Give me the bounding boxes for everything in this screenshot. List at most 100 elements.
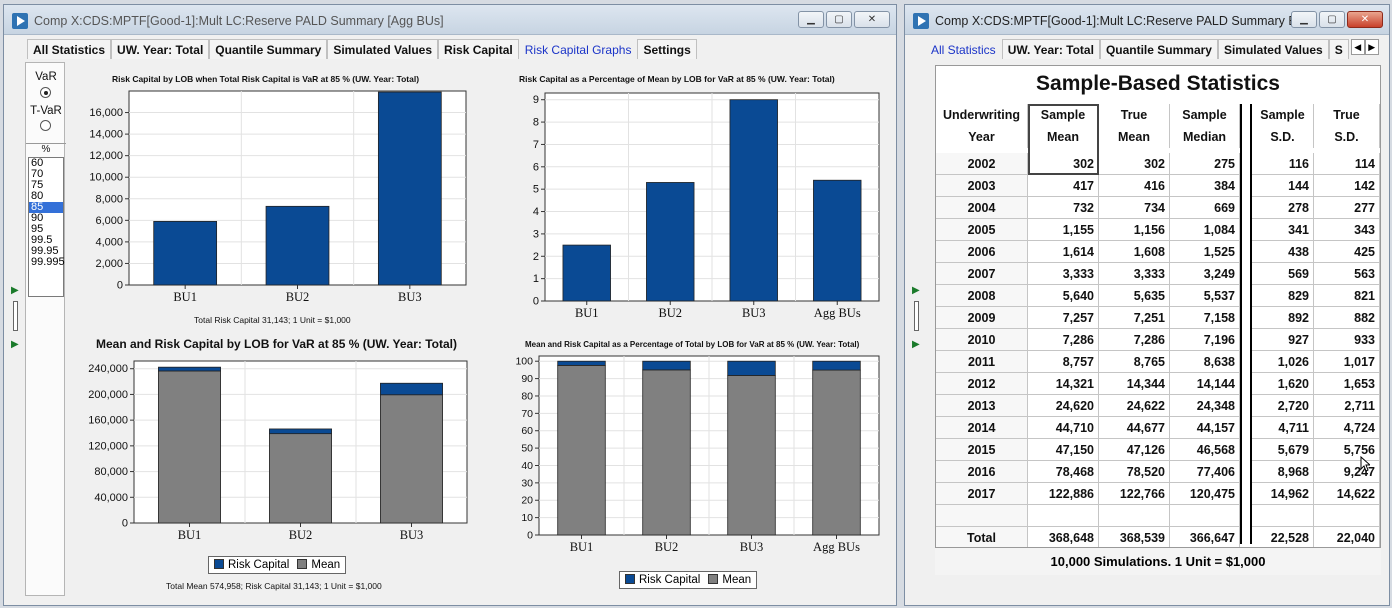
value-cell[interactable]: 933 bbox=[1314, 329, 1380, 351]
value-cell[interactable]: 8,757 bbox=[1028, 351, 1099, 373]
tab-risk-capital[interactable]: Risk Capital bbox=[438, 39, 519, 59]
value-cell[interactable]: 8,638 bbox=[1170, 351, 1240, 373]
value-cell[interactable] bbox=[1170, 505, 1240, 527]
value-cell[interactable]: 8,765 bbox=[1099, 351, 1170, 373]
value-cell[interactable]: 7,158 bbox=[1170, 307, 1240, 329]
value-cell[interactable] bbox=[1028, 505, 1099, 527]
value-cell[interactable]: 14,344 bbox=[1099, 373, 1170, 395]
minimize-button[interactable]: ▁ bbox=[1291, 11, 1317, 28]
percent-option[interactable]: 99.5 bbox=[31, 234, 53, 246]
percent-option[interactable]: 75 bbox=[31, 179, 44, 191]
value-cell[interactable]: 821 bbox=[1314, 285, 1380, 307]
maximize-button[interactable]: ▢ bbox=[1319, 11, 1345, 28]
value-cell[interactable]: 425 bbox=[1314, 241, 1380, 263]
tab-simulated-values[interactable]: Simulated Values bbox=[327, 39, 439, 59]
value-cell[interactable]: 278 bbox=[1252, 197, 1314, 219]
title-bar[interactable]: Comp X:CDS:MPTF[Good-1]:Mult LC:Reserve … bbox=[4, 5, 896, 35]
value-cell[interactable]: 1,525 bbox=[1170, 241, 1240, 263]
value-cell[interactable]: 5,537 bbox=[1170, 285, 1240, 307]
value-cell[interactable]: 1,084 bbox=[1170, 219, 1240, 241]
value-cell[interactable]: 1,608 bbox=[1099, 241, 1170, 263]
value-cell[interactable]: 438 bbox=[1252, 241, 1314, 263]
year-cell[interactable]: 2012 bbox=[936, 373, 1028, 395]
percent-option[interactable]: 80 bbox=[31, 190, 44, 202]
value-cell[interactable]: 120,475 bbox=[1170, 483, 1240, 505]
expand-right-icon[interactable]: ▶ bbox=[11, 339, 19, 350]
percent-option[interactable]: 95 bbox=[31, 223, 44, 235]
value-cell[interactable]: 1,620 bbox=[1252, 373, 1314, 395]
value-cell[interactable]: 14,622 bbox=[1314, 483, 1380, 505]
tab-quantile-summary[interactable]: Quantile Summary bbox=[1099, 39, 1218, 59]
value-cell[interactable]: 46,568 bbox=[1170, 439, 1240, 461]
var-radio[interactable] bbox=[40, 87, 51, 98]
tab-scroll-left-icon[interactable]: ◀ bbox=[1350, 39, 1365, 55]
value-cell[interactable]: 14,321 bbox=[1028, 373, 1099, 395]
value-cell[interactable]: 7,196 bbox=[1170, 329, 1240, 351]
percent-option[interactable]: 85 bbox=[29, 202, 63, 213]
close-button[interactable]: ✕ bbox=[1347, 11, 1383, 28]
value-cell[interactable]: 669 bbox=[1170, 197, 1240, 219]
value-cell[interactable]: 8,968 bbox=[1252, 461, 1314, 483]
value-cell[interactable]: 122,766 bbox=[1099, 483, 1170, 505]
value-cell[interactable]: 368,539 bbox=[1099, 527, 1170, 549]
value-cell[interactable]: 3,333 bbox=[1099, 263, 1170, 285]
value-cell[interactable]: 1,614 bbox=[1028, 241, 1099, 263]
value-cell[interactable]: 24,620 bbox=[1028, 395, 1099, 417]
value-cell[interactable]: 24,622 bbox=[1099, 395, 1170, 417]
value-cell[interactable]: 417 bbox=[1028, 175, 1099, 197]
tvar-radio[interactable] bbox=[40, 120, 51, 131]
value-cell[interactable]: 142 bbox=[1314, 175, 1380, 197]
percent-option[interactable]: 99.995 bbox=[31, 256, 65, 268]
year-cell[interactable]: 2004 bbox=[936, 197, 1028, 219]
expand-right-icon[interactable]: ▶ bbox=[912, 339, 920, 350]
value-cell[interactable] bbox=[1314, 505, 1380, 527]
year-cell[interactable]: 2005 bbox=[936, 219, 1028, 241]
value-cell[interactable]: 116 bbox=[1252, 153, 1314, 175]
splitter-handle[interactable] bbox=[13, 301, 18, 331]
value-cell[interactable]: 1,026 bbox=[1252, 351, 1314, 373]
year-cell[interactable]: 2007 bbox=[936, 263, 1028, 285]
value-cell[interactable]: 14,144 bbox=[1170, 373, 1240, 395]
year-cell[interactable]: 2011 bbox=[936, 351, 1028, 373]
value-cell[interactable]: 927 bbox=[1252, 329, 1314, 351]
expand-right-icon[interactable]: ▶ bbox=[912, 285, 920, 296]
value-cell[interactable]: 2,720 bbox=[1252, 395, 1314, 417]
year-cell[interactable]: 2016 bbox=[936, 461, 1028, 483]
value-cell[interactable]: 114 bbox=[1314, 153, 1380, 175]
value-cell[interactable]: 416 bbox=[1099, 175, 1170, 197]
value-cell[interactable]: 5,635 bbox=[1099, 285, 1170, 307]
year-cell[interactable]: 2013 bbox=[936, 395, 1028, 417]
value-cell[interactable]: 882 bbox=[1314, 307, 1380, 329]
value-cell[interactable]: 569 bbox=[1252, 263, 1314, 285]
year-cell[interactable]: 2008 bbox=[936, 285, 1028, 307]
tab-truncated[interactable]: S bbox=[1328, 39, 1349, 59]
value-cell[interactable]: 734 bbox=[1099, 197, 1170, 219]
value-cell[interactable]: 9,247 bbox=[1314, 461, 1380, 483]
value-cell[interactable] bbox=[1252, 505, 1314, 527]
tab-uw-year-total[interactable]: UW. Year: Total bbox=[111, 39, 210, 59]
percent-option[interactable]: 90 bbox=[31, 212, 44, 224]
tab-all-statistics[interactable]: All Statistics bbox=[931, 43, 996, 57]
tab-quantile-summary[interactable]: Quantile Summary bbox=[209, 39, 328, 59]
percent-option[interactable]: 60 bbox=[31, 157, 44, 169]
value-cell[interactable]: 7,286 bbox=[1099, 329, 1170, 351]
value-cell[interactable]: 1,156 bbox=[1099, 219, 1170, 241]
value-cell[interactable]: 24,348 bbox=[1170, 395, 1240, 417]
splitter-handle[interactable] bbox=[914, 301, 919, 331]
tab-settings[interactable]: Settings bbox=[637, 39, 697, 59]
value-cell[interactable]: 78,520 bbox=[1099, 461, 1170, 483]
tab-scroll-right-icon[interactable]: ▶ bbox=[1364, 39, 1379, 55]
year-cell[interactable]: 2015 bbox=[936, 439, 1028, 461]
year-cell[interactable]: 2010 bbox=[936, 329, 1028, 351]
value-cell[interactable]: 384 bbox=[1170, 175, 1240, 197]
value-cell[interactable]: 5,756 bbox=[1314, 439, 1380, 461]
value-cell[interactable]: 732 bbox=[1028, 197, 1099, 219]
value-cell[interactable]: 5,640 bbox=[1028, 285, 1099, 307]
value-cell[interactable]: 277 bbox=[1314, 197, 1380, 219]
value-cell[interactable]: 3,333 bbox=[1028, 263, 1099, 285]
maximize-button[interactable]: ▢ bbox=[826, 11, 852, 28]
value-cell[interactable]: 2,711 bbox=[1314, 395, 1380, 417]
value-cell[interactable]: 366,647 bbox=[1170, 527, 1240, 549]
value-cell[interactable]: 4,724 bbox=[1314, 417, 1380, 439]
value-cell[interactable]: 275 bbox=[1170, 153, 1240, 175]
